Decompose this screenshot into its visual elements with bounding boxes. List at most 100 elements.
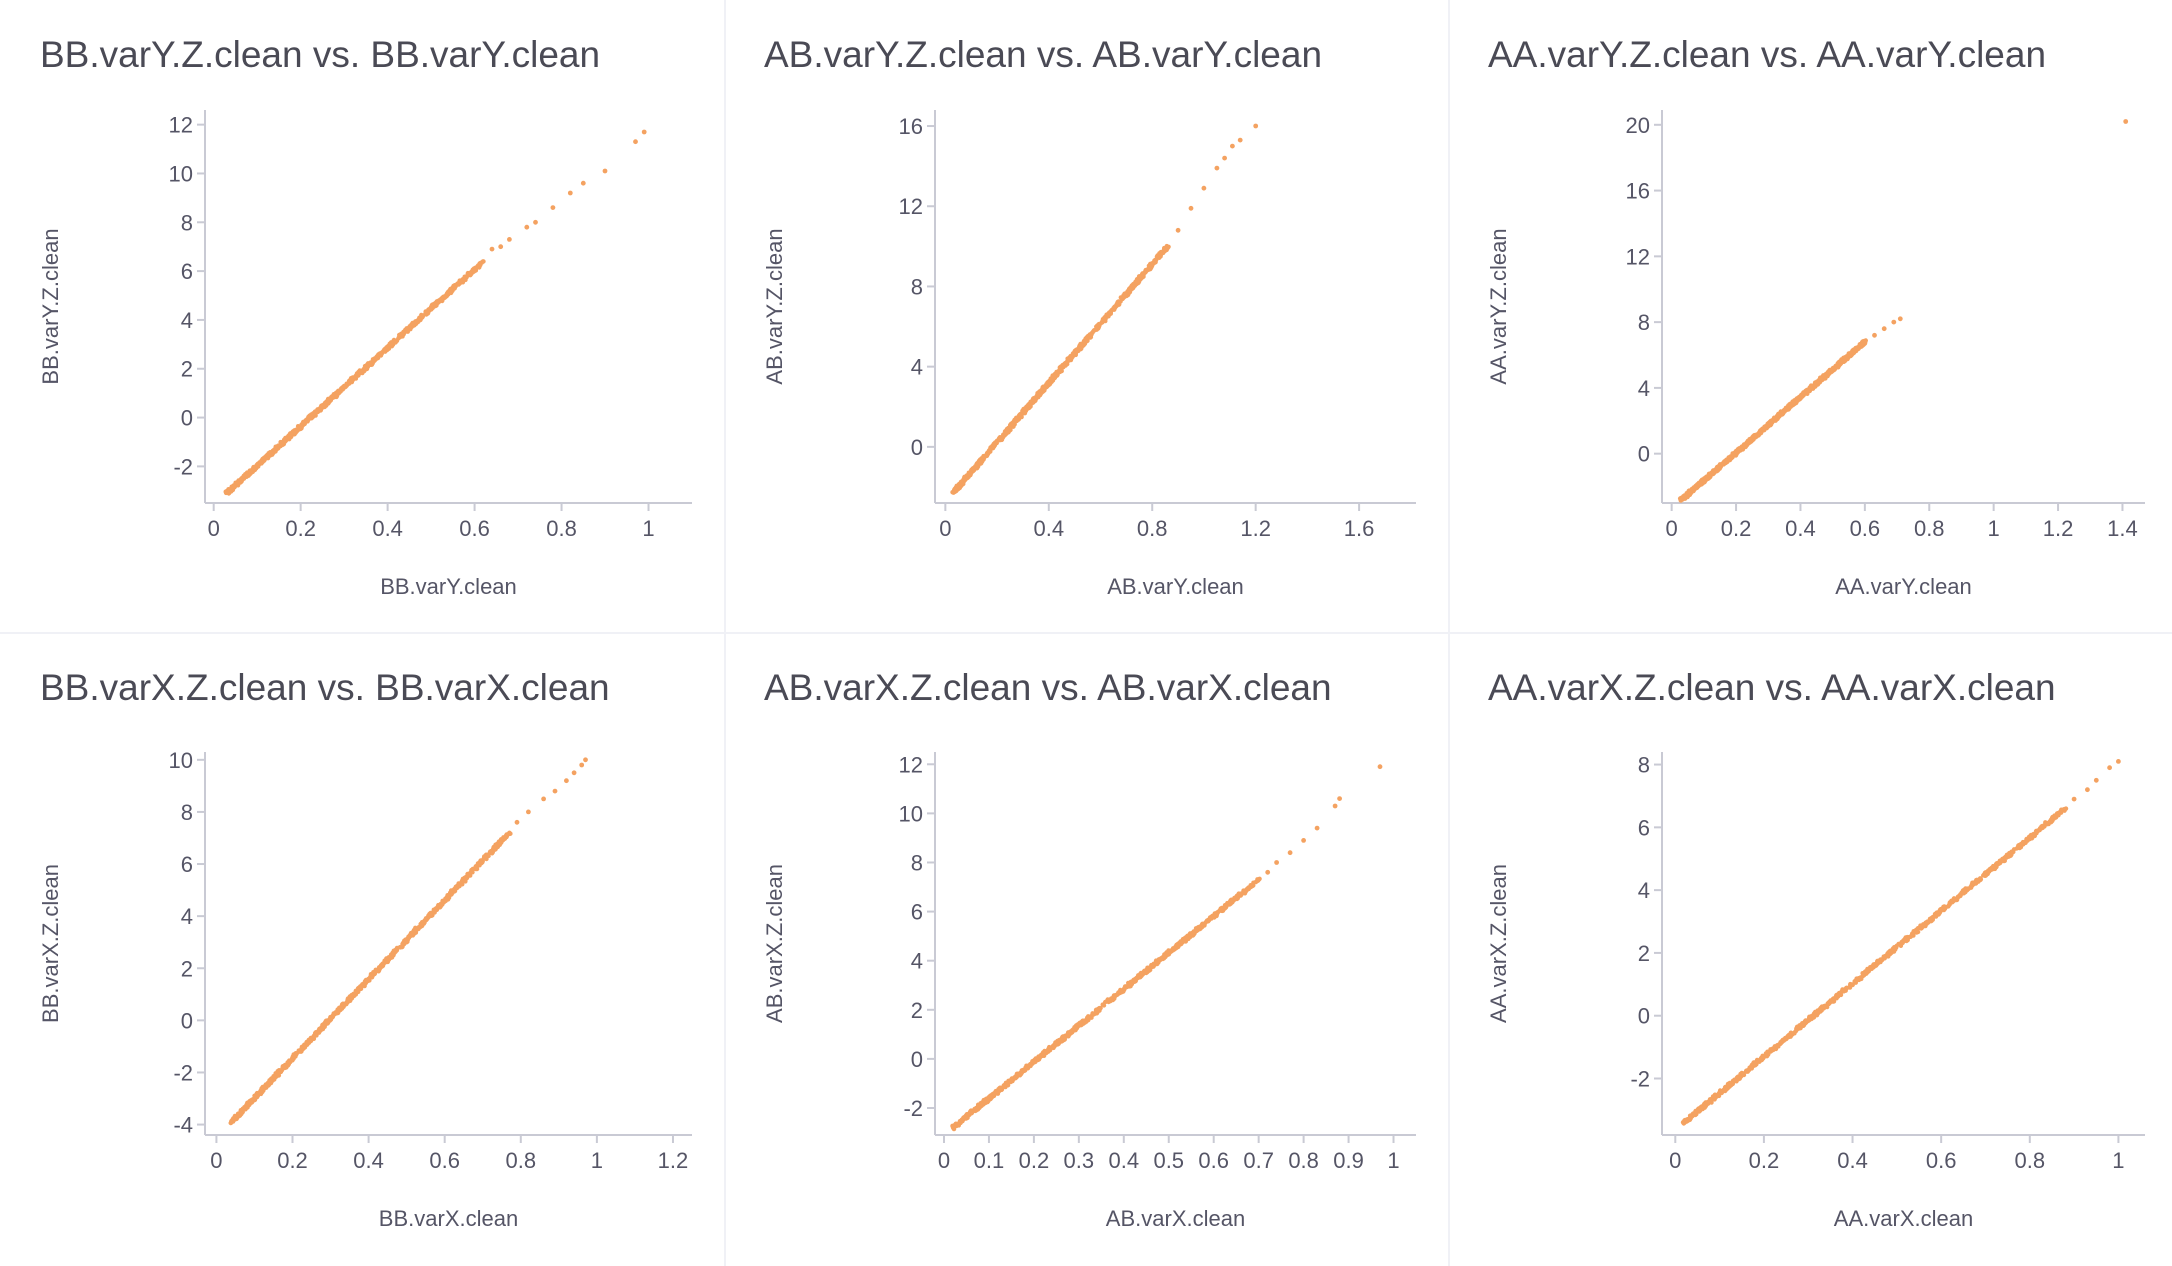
x-axis-title: AA.varX.clean [1834,1206,1973,1231]
data-point [1056,369,1061,374]
y-tick-label: 0 [1638,442,1650,467]
data-point [389,340,394,345]
x-tick-label: 0.8 [1137,516,1168,541]
data-point [953,487,958,492]
data-point [348,378,354,383]
data-point [438,297,443,303]
data-point [514,819,520,825]
data-point [1061,1036,1066,1041]
x-tick-label: 0.9 [1333,1148,1364,1173]
data-point [393,340,398,345]
x-tick-label: 1 [591,1148,603,1173]
data-point [313,410,319,415]
data-point [391,953,396,958]
data-point [454,884,459,890]
data-point [1125,983,1130,989]
x-tick-label: 0.4 [1837,1148,1868,1173]
y-tick-label: 2 [911,998,923,1023]
data-point [228,1120,234,1126]
data-point [1139,273,1144,278]
data-point [1096,321,1102,327]
y-tick-label: 0 [1638,1004,1650,1029]
row-divider [0,632,2172,634]
y-tick-label: 10 [169,748,193,773]
data-point [1096,325,1101,330]
data-point [279,1067,285,1072]
data-point [266,453,272,459]
x-axis-title: AA.varY.clean [1835,574,1972,599]
data-point [507,237,512,242]
data-point [428,306,433,311]
data-point [1106,999,1111,1004]
data-point [365,978,370,984]
x-tick-label: 0.4 [372,516,403,541]
data-point [1230,143,1235,149]
chart-title: BB.varY.Z.clean vs. BB.varY.clean [40,34,601,75]
data-points [228,757,588,1126]
data-point [1005,1082,1011,1087]
data-point [503,835,508,840]
data-point [957,484,962,489]
data-point [1702,478,1708,484]
y-tick-label: 10 [899,801,923,826]
data-point [567,190,573,196]
data-point [1265,869,1271,875]
data-point [963,476,969,481]
data-point [564,778,569,784]
y-tick-label: 8 [1638,753,1650,778]
data-point [991,444,996,449]
data-point [482,854,487,860]
x-tick-label: 0.8 [1288,1148,1319,1173]
y-tick-label: 8 [1638,310,1650,335]
y-tick-label: 6 [911,900,923,925]
data-point [465,273,471,278]
data-point [1727,456,1732,461]
data-point [1836,363,1841,368]
data-point [1157,254,1162,259]
data-point [1204,918,1210,923]
data-point [1691,488,1696,494]
data-point [471,266,477,271]
data-point [365,364,371,369]
data-point [1111,994,1116,1000]
data-point [1073,1025,1078,1030]
x-tick-label: 0 [208,516,220,541]
data-point [1026,403,1031,408]
data-point [1138,970,1144,976]
y-tick-label: 6 [1638,815,1650,840]
data-point [235,481,241,486]
data-point [346,996,351,1001]
data-point [997,435,1003,440]
data-point [481,259,486,264]
y-tick-label: 8 [181,210,193,235]
data-point [445,894,451,900]
data-point [1146,967,1151,972]
data-point [1337,796,1342,801]
data-point [498,244,504,250]
data-point [1801,391,1807,396]
data-point [1108,309,1113,314]
data-point [1022,1068,1028,1073]
x-tick-label: 1 [1988,516,2000,541]
data-point [455,282,461,287]
x-tick-label: 0.4 [1033,516,1064,541]
data-point [1804,387,1809,393]
data-point [270,1078,275,1083]
data-point [489,848,494,854]
data-point [1786,406,1792,411]
x-tick-label: 0.4 [353,1148,384,1173]
y-tick-label: 4 [181,904,193,929]
data-point [421,919,426,924]
data-point [1201,185,1207,191]
data-point [996,1089,1002,1094]
data-point [1685,491,1690,496]
y-tick-label: 20 [1626,113,1650,138]
data-point [311,1033,316,1039]
x-tick-label: 0.6 [429,1148,460,1173]
y-tick-label: 16 [899,114,923,139]
data-point [413,928,418,934]
scatter-plot: 0 0.1 0.2 0.3 0.4 0.5 0.6 0.7 0.8 0.9 1-2024681012… [762,752,1416,1231]
data-point [1707,474,1712,479]
data-point [1377,764,1383,770]
